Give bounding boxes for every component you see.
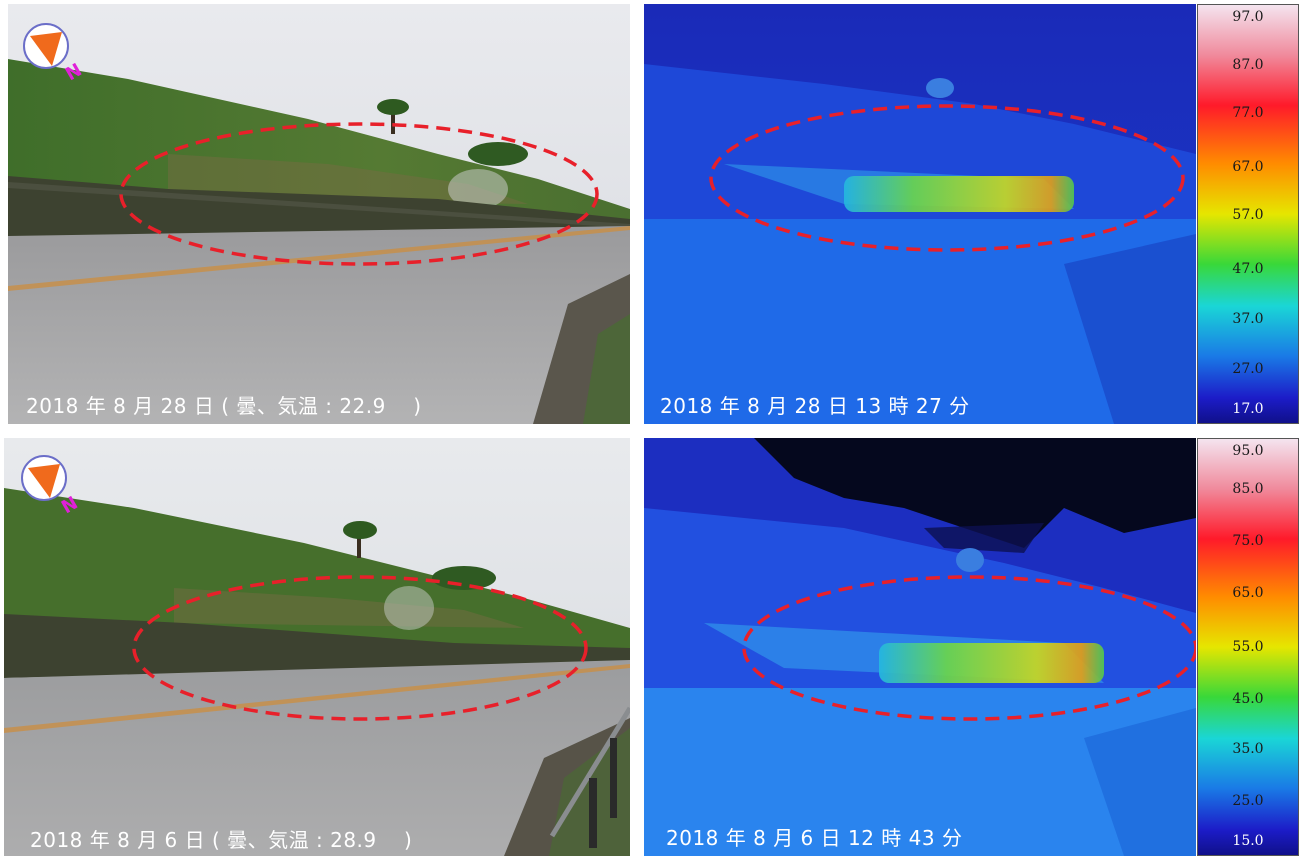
- scale-tick: 37.0: [1232, 311, 1264, 327]
- scale-tick: 97.0: [1232, 9, 1264, 25]
- scale-tick: 57.0: [1232, 207, 1264, 223]
- photo-bottom-caption: 2018 年 8 月 6 日 ( 曇、気温 : 28.9 ): [30, 828, 413, 852]
- thermal-bottom-scene: [644, 438, 1196, 856]
- scale-tick: 65.0: [1232, 585, 1264, 601]
- scale-tick: 27.0: [1232, 361, 1264, 377]
- guardrail: [549, 706, 630, 848]
- highlight-ellipse: [709, 104, 1185, 252]
- temperature-scale-bottom: 95.0 85.0 75.0 65.0 55.0 45.0 35.0 25.0 …: [1197, 438, 1299, 856]
- highlight-ellipse: [132, 575, 588, 721]
- scale-tick: 77.0: [1232, 105, 1264, 121]
- scale-tick: 47.0: [1232, 261, 1264, 277]
- scale-tick: 67.0: [1232, 159, 1264, 175]
- thermal-top: 2018 年 8 月 28 日 13 時 27 分: [644, 4, 1196, 424]
- scale-tick: 75.0: [1232, 533, 1264, 549]
- scale-tick: 45.0: [1232, 691, 1264, 707]
- thermal-bottom: 2018 年 8 月 6 日 12 時 43 分: [644, 438, 1196, 856]
- scale-tick: 55.0: [1232, 639, 1264, 655]
- thermal-top-scene: [644, 4, 1196, 424]
- scale-tick: 95.0: [1232, 443, 1264, 459]
- scale-tick: 87.0: [1232, 57, 1264, 73]
- highlight-ellipse: [119, 122, 599, 266]
- tree-bottom: [343, 521, 377, 558]
- photo-bottom-scene: N: [4, 438, 630, 856]
- scale-tick: 15.0: [1232, 833, 1264, 849]
- scale-tick: 17.0: [1232, 401, 1264, 417]
- photo-top: N 2018 年 8 月 28 日 ( 曇、気温 : 22.9 ): [8, 4, 630, 424]
- thermal-top-caption: 2018 年 8 月 28 日 13 時 27 分: [660, 394, 970, 418]
- scale-tick: 85.0: [1232, 481, 1264, 497]
- scale-tick: 35.0: [1232, 741, 1264, 757]
- photo-bottom: N 2018 年 8 月 6 日 ( 曇、気温 : 28.9 ): [4, 438, 630, 856]
- photo-top-scene: N: [8, 4, 630, 424]
- scale-tick: 25.0: [1232, 793, 1264, 809]
- highlight-ellipse: [742, 575, 1196, 721]
- thermal-bottom-caption: 2018 年 8 月 6 日 12 時 43 分: [666, 826, 963, 850]
- temperature-scale-top: 97.0 87.0 77.0 67.0 57.0 47.0 37.0 27.0 …: [1197, 4, 1299, 424]
- photo-top-caption: 2018 年 8 月 28 日 ( 曇、気温 : 22.9 ): [26, 394, 422, 418]
